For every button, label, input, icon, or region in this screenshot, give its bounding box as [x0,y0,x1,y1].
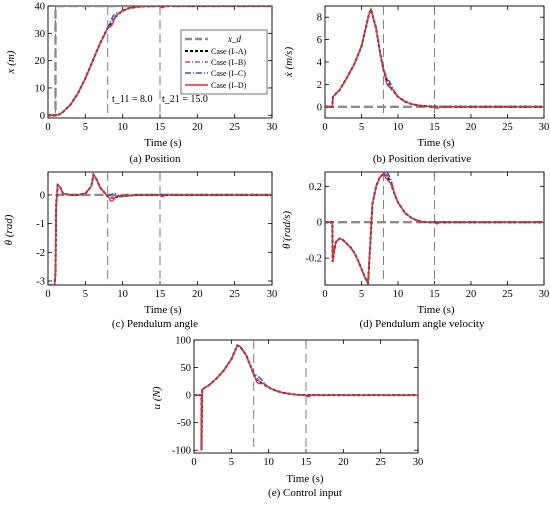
annotation-t11: t_11 = 8.0 [112,94,153,105]
x-tick-label: 15 [429,122,440,133]
x-tick-label: 5 [83,122,88,133]
y-tick-label: -50 [177,418,191,429]
x-tick-label: 0 [191,457,196,468]
x-tick-label: 20 [466,122,477,133]
caption-a: (a) Position [129,153,181,165]
x-tick-label: 20 [192,122,203,133]
x-tick-label: 5 [229,457,234,468]
x-tick-label: 30 [267,122,278,133]
series-case-id [48,173,272,285]
caption-d: (d) Pendulum angle velocity [360,318,485,330]
legend: x_d Case (I–A) Case (I–B) Case (I–C) Cas… [180,29,268,95]
x-tick-label: 15 [155,122,166,133]
legend-label-case-ia: Case (I–A) [211,47,247,56]
annotation-t21: t_21 = 15.0 [162,94,208,105]
x-tick-label: 30 [413,457,424,468]
legend-label-case-ic: Case (I–C) [211,69,246,78]
plot-area [48,6,272,118]
y-tick-label: 100 [175,336,191,347]
x-tick-label: 10 [117,289,128,300]
y-tick-label: -0.2 [305,254,322,265]
x-tick-label: 5 [359,122,364,133]
y-tick-label: 8 [317,13,322,24]
caption-b: (b) Position derivative [373,153,471,165]
panel-control-input: 0 5 10 15 20 25 30 -100 -50 0 50 100 [172,336,424,469]
y-tick-label: 0 [317,218,322,229]
x-tick-label: 5 [83,289,88,300]
series-case-id [48,6,272,116]
ylabel-c: θ (rad) [3,214,15,245]
panel-position-derivative: 0 5 10 15 20 25 30 0 2 4 6 8 [317,5,550,133]
caption-c: (c) Pendulum angle [112,318,198,330]
series-case-id [325,7,544,109]
y-tick-label: -2 [36,248,45,259]
panel-pendulum-angle-velocity: 0 5 10 15 20 25 30 -0.2 0 0.2 [305,171,550,300]
x-tick-label: 10 [263,457,274,468]
x-tick-label: 20 [338,457,349,468]
panel-pendulum-angle: 0 5 10 15 20 25 30 -3 -2 -1 0 [36,171,278,300]
ylabel-e: u (N) [151,386,163,409]
plot-area [325,6,544,118]
x-tick-label: 20 [192,289,203,300]
x-tick-label: 30 [539,289,550,300]
y-tick-label: 10 [35,83,46,94]
y-tick-label: 0 [40,111,45,122]
legend-label-case-id: Case (I–D) [211,81,247,90]
x-tick-label: 15 [301,457,312,468]
x-tick-label: 10 [393,289,404,300]
x-tick-label: 10 [393,122,404,133]
x-tick-label: 0 [322,122,327,133]
x-tick-label: 0 [45,122,50,133]
y-tick-label: 0 [40,190,45,201]
y-tick-label: 20 [35,56,46,67]
y-tick-label: 0 [186,391,191,402]
x-tick-label: 30 [267,289,278,300]
ylabel-a: x (m) [5,50,17,74]
series-case-id [194,344,418,451]
y-tick-label: -100 [172,446,191,457]
x-tick-label: 5 [359,289,364,300]
legend-label-case-ib: Case (I–B) [211,58,246,67]
plot-area [194,340,418,453]
series-case-id [325,172,544,285]
x-tick-label: 25 [229,289,240,300]
x-tick-label: 20 [466,289,477,300]
x-tick-label: 15 [155,289,166,300]
xlabel-a: Time (s) [144,137,182,149]
x-tick-label: 25 [502,122,513,133]
y-tick-label: 0 [317,102,322,113]
ylabel-b: ẋ (m/s) [283,47,295,79]
x-tick-label: 0 [322,289,327,300]
plot-area [48,172,272,285]
plot-area [325,172,544,285]
x-tick-label: 15 [429,289,440,300]
y-tick-label: 6 [317,35,322,46]
x-tick-label: 10 [117,122,128,133]
x-tick-label: 0 [45,289,50,300]
y-tick-label: 50 [181,363,192,374]
caption-e: (e) Control input [268,487,342,499]
y-tick-label: 4 [317,58,323,69]
xlabel-c: Time (s) [144,304,182,316]
y-tick-label: 0.2 [309,182,322,193]
x-tick-label: 25 [502,289,513,300]
y-tick-label: -1 [36,219,45,230]
y-tick-label: -3 [36,276,45,287]
x-tick-label: 25 [229,122,240,133]
x-tick-label: 30 [539,122,550,133]
ylabel-d: θ̇ (rad/s) [281,211,293,249]
xlabel-e: Time (s) [286,473,324,485]
y-tick-label: 40 [35,2,46,13]
legend-label-xd: x_d [227,34,241,44]
y-tick-label: 30 [35,29,46,40]
y-tick-label: 2 [317,80,322,91]
xlabel-d: Time (s) [417,304,455,316]
x-tick-label: 25 [375,457,386,468]
xlabel-b: Time (s) [417,137,455,149]
legend-box [180,29,268,95]
